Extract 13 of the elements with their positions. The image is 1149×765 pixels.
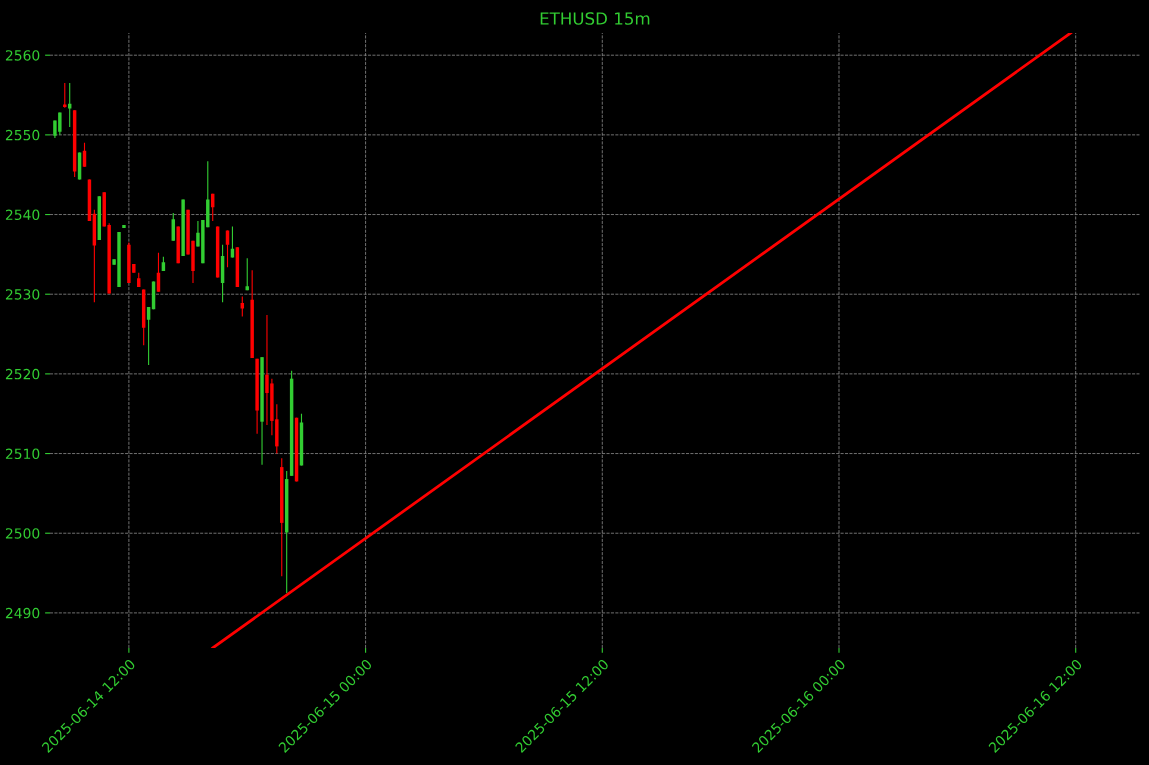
chart-title: ETHUSD 15m — [540, 12, 650, 25]
candlestick — [63, 82, 67, 109]
y-tick-label: 2490 — [5, 607, 40, 619]
y-tick-label: 2510 — [5, 448, 40, 460]
y-tick-label: 2550 — [5, 129, 40, 141]
candlestick — [240, 296, 245, 318]
candlestick — [225, 229, 230, 268]
y-tick-label: 2560 — [5, 50, 40, 61]
y-tick-label: 2520 — [5, 368, 40, 380]
candlestick — [230, 225, 235, 259]
y-tick-label: 2500 — [5, 528, 40, 539]
y-tick-label: 2530 — [5, 289, 40, 300]
y-tick-label: 2540 — [5, 209, 40, 221]
